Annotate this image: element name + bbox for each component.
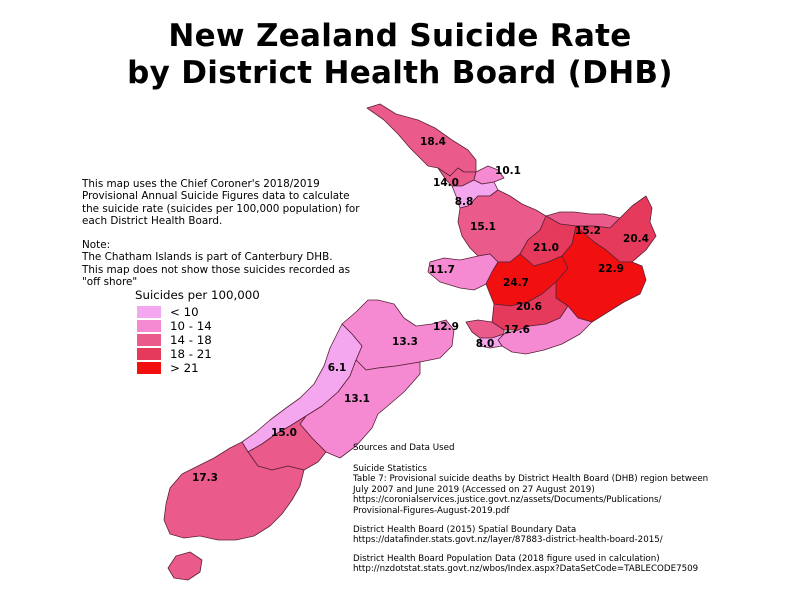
region-southern-stewart (167, 551, 203, 581)
region-canterbury (299, 359, 421, 459)
legend-item: 14 - 18 (137, 333, 260, 347)
rate-label-auckland: 10.1 (495, 165, 521, 177)
legend-items: < 10 10 - 14 14 - 18 18 - 21 > 21 (135, 305, 260, 375)
legend-label: 14 - 18 (170, 333, 212, 347)
legend-item: 18 - 21 (137, 347, 260, 361)
legend-item: 10 - 14 (137, 319, 260, 333)
rate-label-northland: 18.4 (420, 136, 446, 148)
legend-title: Suicides per 100,000 (135, 288, 260, 302)
rate-label-hutt-valley: 8.0 (476, 338, 495, 350)
rate-label-capital-and-coast: 12.9 (433, 321, 459, 333)
legend-item: < 10 (137, 305, 260, 319)
region-southern (163, 441, 305, 541)
sources-heading: Sources and Data Used (353, 443, 455, 453)
rate-label-whanganui: 24.7 (503, 277, 529, 289)
legend-label: > 21 (170, 361, 199, 375)
title-line-1: New Zealand Suicide Rate (168, 18, 632, 54)
legend-swatch (137, 362, 161, 374)
rate-label-taranaki: 11.7 (429, 264, 455, 276)
legend-label: 10 - 14 (170, 319, 212, 333)
rate-label-southern: 17.3 (192, 472, 218, 484)
legend-swatch (137, 320, 161, 332)
rate-label-wairarapa: 17.6 (504, 324, 530, 336)
source-population-data: District Health Board Population Data (2… (353, 553, 699, 575)
region-hutt-valley (479, 333, 505, 349)
rate-label-west-coast: 6.1 (328, 362, 347, 374)
note-intro: This map uses the Chief Coroner's 2018/2… (82, 178, 360, 227)
legend-swatch (137, 306, 161, 318)
legend-swatch (137, 348, 161, 360)
rate-label-lakes: 21.0 (533, 242, 559, 254)
rate-label-midcentral: 20.6 (516, 301, 542, 313)
rate-label-nelson-marlborough: 13.3 (392, 336, 418, 348)
rate-label-counties-manukau: 8.8 (455, 196, 474, 208)
rate-label-canterbury: 13.1 (344, 393, 370, 405)
rate-label-waitemata: 14.0 (433, 177, 459, 189)
legend: Suicides per 100,000 < 10 10 - 14 14 - 18 1… (135, 288, 260, 375)
source-suicide-statistics: Suicide Statistics Table 7: Provisional … (353, 463, 709, 516)
rate-label-tairawhiti: 20.4 (623, 233, 649, 245)
source-boundary-data: District Health Board (2015) Spatial Bou… (353, 524, 663, 546)
map-title: New Zealand Suicide Rate by District Hea… (0, 18, 800, 92)
rate-label-waikato: 15.1 (470, 221, 496, 233)
rate-label-south-canterbury: 15.0 (271, 427, 297, 439)
note-chatham: Note: The Chatham Islands is part of Can… (82, 239, 351, 289)
legend-swatch (137, 334, 161, 346)
legend-label: < 10 (170, 305, 199, 319)
rate-label-hawke-s-bay: 22.9 (598, 263, 624, 275)
legend-label: 18 - 21 (170, 347, 212, 361)
legend-item: > 21 (137, 361, 260, 375)
rate-label-bay-of-plenty: 15.2 (575, 225, 601, 237)
region-nelson-marlborough (341, 299, 455, 371)
sources-panel: Sources and Data Used Suicide Statistics… (353, 443, 783, 583)
map-note: This map uses the Chief Coroner's 2018/2… (82, 178, 412, 300)
title-line-2: by District Health Board (DHB) (127, 55, 673, 91)
